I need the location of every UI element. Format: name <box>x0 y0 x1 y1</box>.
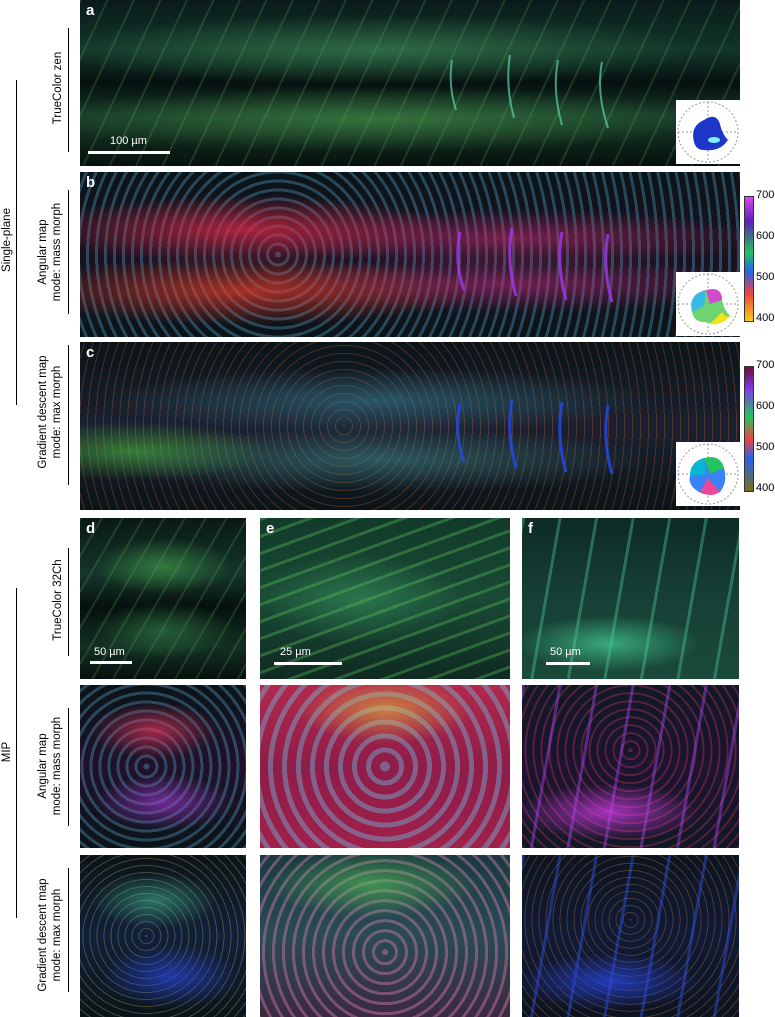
panel-d-gradient <box>80 855 246 1017</box>
colorbar-b-tick-500: 500 <box>756 271 775 283</box>
colorbar-b-tick-600: 600 <box>756 230 775 242</box>
muscle-fiber-overlay <box>449 54 609 129</box>
row-label-line <box>68 548 69 656</box>
row-label-line <box>68 28 69 152</box>
row-label-line <box>68 345 69 485</box>
scalebar-e <box>274 662 342 665</box>
polar-inset-c <box>676 442 740 506</box>
panel-e-truecolor: e 25 µm <box>260 518 510 679</box>
panel-d-angular <box>80 685 246 848</box>
colorbar-c <box>744 366 754 492</box>
row-label-line <box>68 868 69 992</box>
row-label-angular-map: Angular map mode: mass morph <box>37 202 63 302</box>
panel-e-gradient <box>260 855 510 1017</box>
scalebar-e-label: 25 µm <box>280 646 311 658</box>
muscle-fiber-overlay <box>456 399 614 475</box>
mip-bracket <box>16 588 17 918</box>
scalebar-a-label: 100 µm <box>110 135 147 147</box>
panel-f-gradient <box>522 855 739 1017</box>
scalebar-a <box>88 151 170 154</box>
colorbar-c-tick-400: 400 <box>756 482 775 494</box>
panel-f-truecolor: f 50 µm <box>522 518 739 679</box>
panel-letter-d: d <box>86 520 96 537</box>
scalebar-f-label: 50 µm <box>550 646 581 658</box>
panel-d-truecolor: d 50 µm <box>80 518 246 679</box>
colorbar-c-tick-700: 700 <box>756 359 775 371</box>
row-label-line <box>68 190 69 314</box>
panel-letter-a: a <box>86 2 95 19</box>
scalebar-d <box>90 661 132 664</box>
scalebar-f <box>546 662 590 665</box>
muscle-fiber-overlay <box>456 227 614 303</box>
row-label-truecolor-32ch: TrueColor 32Ch <box>52 559 64 641</box>
colorbar-b-tick-700: 700 <box>756 189 775 201</box>
scalebar-d-label: 50 µm <box>94 646 125 658</box>
colorbar-b <box>744 196 754 322</box>
colorbar-b-tick-400: 400 <box>756 312 775 324</box>
panel-f-angular <box>522 685 739 848</box>
polar-inset-b <box>676 272 740 336</box>
panel-letter-f: f <box>528 520 533 537</box>
row-label-angular-map-mip: Angular map mode: mass morph <box>37 716 63 816</box>
panel-letter-c: c <box>86 344 95 361</box>
colorbar-c-tick-600: 600 <box>756 400 775 412</box>
panel-e-angular <box>260 685 510 848</box>
row-label-gradient-descent-mip: Gradient descent map mode: max morph <box>37 878 63 992</box>
colorbar-c-tick-500: 500 <box>756 441 775 453</box>
panel-b-image: b <box>80 172 740 337</box>
row-label-line <box>68 708 69 826</box>
panel-letter-e: e <box>266 520 275 537</box>
polar-inset-a <box>676 100 740 164</box>
row-label-truecolor-zen: TrueColor zen <box>52 51 64 125</box>
row-label-gradient-descent: Gradient descent map mode: max morph <box>37 355 63 469</box>
panel-letter-b: b <box>86 174 96 191</box>
panel-c-image: c <box>80 342 740 510</box>
mip-label: MIP <box>1 741 13 763</box>
single-plane-bracket <box>16 80 17 405</box>
panel-a-image: a 100 µm <box>80 0 740 166</box>
single-plane-label: Single-plane <box>1 208 13 272</box>
